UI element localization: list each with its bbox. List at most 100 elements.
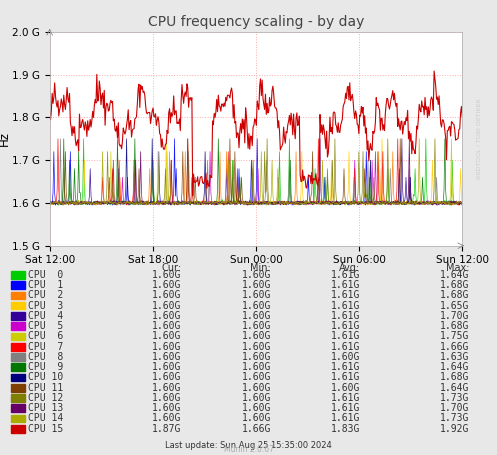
Text: 1.60G: 1.60G bbox=[242, 403, 271, 413]
Text: 1.60G: 1.60G bbox=[152, 331, 181, 341]
Text: CPU  7: CPU 7 bbox=[28, 342, 64, 352]
Text: 1.63G: 1.63G bbox=[440, 352, 470, 362]
Text: 1.75G: 1.75G bbox=[440, 331, 470, 341]
Text: 1.60G: 1.60G bbox=[152, 342, 181, 352]
Text: 1.60G: 1.60G bbox=[152, 362, 181, 372]
Bar bbox=[11, 281, 25, 289]
Text: 1.60G: 1.60G bbox=[242, 270, 271, 280]
Text: 1.64G: 1.64G bbox=[440, 383, 470, 393]
Bar bbox=[11, 312, 25, 320]
Text: 1.60G: 1.60G bbox=[242, 280, 271, 290]
Text: 1.68G: 1.68G bbox=[440, 321, 470, 331]
Text: 1.61G: 1.61G bbox=[331, 342, 360, 352]
Text: Cur:: Cur: bbox=[162, 263, 181, 273]
Text: Last update: Sun Aug 25 15:35:00 2024: Last update: Sun Aug 25 15:35:00 2024 bbox=[165, 441, 332, 450]
Text: 1.60G: 1.60G bbox=[242, 321, 271, 331]
Bar bbox=[11, 384, 25, 392]
Text: RRDTOOL / TOBI OETIKER: RRDTOOL / TOBI OETIKER bbox=[477, 98, 482, 179]
Text: 1.60G: 1.60G bbox=[242, 331, 271, 341]
Bar bbox=[11, 353, 25, 361]
Text: 1.61G: 1.61G bbox=[331, 414, 360, 424]
Text: 1.61G: 1.61G bbox=[331, 270, 360, 280]
Text: 1.60G: 1.60G bbox=[331, 383, 360, 393]
Title: CPU frequency scaling - by day: CPU frequency scaling - by day bbox=[148, 15, 364, 29]
Bar bbox=[11, 364, 25, 371]
Text: CPU  3: CPU 3 bbox=[28, 301, 64, 311]
Text: 1.60G: 1.60G bbox=[242, 362, 271, 372]
Text: Max:: Max: bbox=[446, 263, 470, 273]
Bar bbox=[11, 394, 25, 402]
Text: 1.68G: 1.68G bbox=[440, 373, 470, 383]
Bar bbox=[11, 302, 25, 309]
Text: 1.60G: 1.60G bbox=[242, 342, 271, 352]
Text: CPU 10: CPU 10 bbox=[28, 373, 64, 383]
Text: 1.61G: 1.61G bbox=[331, 301, 360, 311]
Text: 1.60G: 1.60G bbox=[152, 393, 181, 403]
Text: 1.83G: 1.83G bbox=[331, 424, 360, 434]
Text: CPU  6: CPU 6 bbox=[28, 331, 64, 341]
Text: 1.60G: 1.60G bbox=[242, 414, 271, 424]
Text: Avg:: Avg: bbox=[339, 263, 360, 273]
Text: CPU  4: CPU 4 bbox=[28, 311, 64, 321]
Text: 1.70G: 1.70G bbox=[440, 403, 470, 413]
Text: 1.87G: 1.87G bbox=[152, 424, 181, 434]
Text: 1.60G: 1.60G bbox=[152, 383, 181, 393]
Bar bbox=[11, 271, 25, 279]
Text: 1.60G: 1.60G bbox=[152, 414, 181, 424]
Text: 1.68G: 1.68G bbox=[440, 280, 470, 290]
Text: CPU  9: CPU 9 bbox=[28, 362, 64, 372]
Text: 1.60G: 1.60G bbox=[152, 280, 181, 290]
Text: 1.60G: 1.60G bbox=[152, 290, 181, 300]
Text: 1.60G: 1.60G bbox=[242, 311, 271, 321]
Text: 1.61G: 1.61G bbox=[331, 403, 360, 413]
Text: 1.61G: 1.61G bbox=[331, 362, 360, 372]
Text: 1.92G: 1.92G bbox=[440, 424, 470, 434]
Text: Min:: Min: bbox=[250, 263, 271, 273]
Text: 1.61G: 1.61G bbox=[331, 311, 360, 321]
Text: CPU  0: CPU 0 bbox=[28, 270, 64, 280]
Text: CPU 12: CPU 12 bbox=[28, 393, 64, 403]
Text: 1.60G: 1.60G bbox=[152, 321, 181, 331]
Text: 1.60G: 1.60G bbox=[152, 311, 181, 321]
Text: 1.64G: 1.64G bbox=[440, 362, 470, 372]
Text: 1.73G: 1.73G bbox=[440, 393, 470, 403]
Text: 1.66G: 1.66G bbox=[440, 342, 470, 352]
Bar bbox=[11, 343, 25, 350]
Y-axis label: Hz: Hz bbox=[0, 131, 10, 146]
Text: 1.60G: 1.60G bbox=[152, 373, 181, 383]
Bar bbox=[11, 292, 25, 299]
Bar bbox=[11, 425, 25, 433]
Text: 1.61G: 1.61G bbox=[331, 321, 360, 331]
Bar bbox=[11, 374, 25, 381]
Text: 1.61G: 1.61G bbox=[331, 373, 360, 383]
Text: 1.60G: 1.60G bbox=[242, 383, 271, 393]
Text: CPU  2: CPU 2 bbox=[28, 290, 64, 300]
Text: 1.60G: 1.60G bbox=[242, 373, 271, 383]
Bar bbox=[11, 333, 25, 340]
Text: CPU  5: CPU 5 bbox=[28, 321, 64, 331]
Text: 1.60G: 1.60G bbox=[152, 301, 181, 311]
Text: CPU  8: CPU 8 bbox=[28, 352, 64, 362]
Text: 1.61G: 1.61G bbox=[331, 393, 360, 403]
Text: 1.60G: 1.60G bbox=[152, 352, 181, 362]
Text: 1.70G: 1.70G bbox=[440, 311, 470, 321]
Text: 1.61G: 1.61G bbox=[331, 280, 360, 290]
Text: 1.73G: 1.73G bbox=[440, 414, 470, 424]
Text: 1.64G: 1.64G bbox=[440, 270, 470, 280]
Text: CPU  1: CPU 1 bbox=[28, 280, 64, 290]
Text: 1.66G: 1.66G bbox=[242, 424, 271, 434]
Text: 1.60G: 1.60G bbox=[242, 352, 271, 362]
Text: CPU 14: CPU 14 bbox=[28, 414, 64, 424]
Bar bbox=[11, 322, 25, 330]
Bar bbox=[11, 415, 25, 422]
Text: 1.60G: 1.60G bbox=[152, 270, 181, 280]
Text: 1.60G: 1.60G bbox=[242, 290, 271, 300]
Text: 1.61G: 1.61G bbox=[331, 331, 360, 341]
Bar bbox=[11, 404, 25, 412]
Text: CPU 15: CPU 15 bbox=[28, 424, 64, 434]
Text: 1.60G: 1.60G bbox=[331, 352, 360, 362]
Text: 1.68G: 1.68G bbox=[440, 290, 470, 300]
Text: 1.60G: 1.60G bbox=[242, 301, 271, 311]
Text: CPU 13: CPU 13 bbox=[28, 403, 64, 413]
Text: 1.61G: 1.61G bbox=[331, 290, 360, 300]
